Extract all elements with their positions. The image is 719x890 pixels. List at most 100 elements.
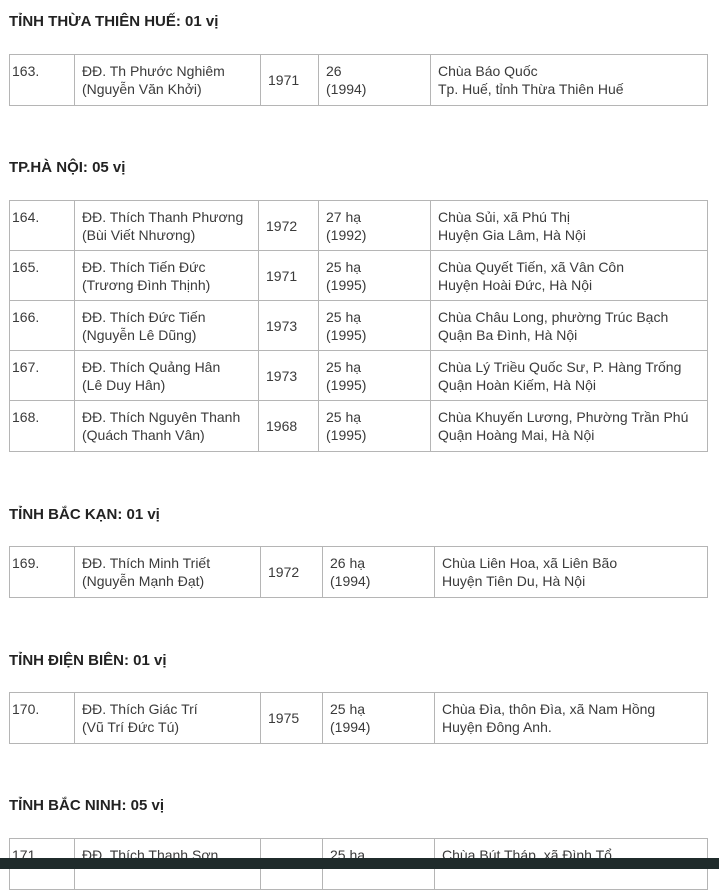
table-cell: 1971 <box>261 55 319 105</box>
table-cell: 27 hạ (1992) <box>319 201 431 250</box>
cell-text: ĐĐ. Thích Giác Trí <box>82 701 198 717</box>
cell-text: (1995) <box>326 377 367 393</box>
cell-text: 1973 <box>266 317 298 334</box>
cell-text: Chùa Khuyến Lương, Phường Trần Phú <box>438 409 689 425</box>
table-cell: Chùa Khuyến Lương, Phường Trần Phú Quận H… <box>431 401 709 451</box>
cell-text: Chùa Quyết Tiến, xã Vân Côn <box>438 259 624 275</box>
table-row: 163. ĐĐ. Th Phước Nghiêm (Nguyễn Văn Khởi)… <box>10 55 707 105</box>
section-heading: TỈNH ĐIỆN BIÊN: 01 vị <box>9 652 167 669</box>
table-row: 165. ĐĐ. Thích Tiến Đức (Trương Đình Thịnh… <box>10 251 707 301</box>
table-cell: 1968 <box>259 401 319 451</box>
table-row: 164. ĐĐ. Thích Thanh Phương (Bùi Viết Nhươ… <box>10 201 707 251</box>
cell-text: 163. <box>12 63 40 79</box>
table-cell: 1972 <box>261 547 323 597</box>
table: 170. ĐĐ. Thích Giác Trí (Vũ Trí Đức Tú) 197… <box>9 692 708 744</box>
cell-text: 165. <box>12 259 40 275</box>
table-cell: 25 hạ (1994) <box>323 693 435 743</box>
cell-text: 1972 <box>268 564 300 580</box>
table-cell: ĐĐ. Thích Tiến Đức (Trương Đình Thịnh) <box>75 251 259 300</box>
cell-text: (Lê Duy Hân) <box>82 377 166 393</box>
cell-text: (Bùi Viết Nhương) <box>82 227 196 243</box>
table-cell: ĐĐ. Th Phước Nghiêm (Nguyễn Văn Khởi) <box>75 55 261 105</box>
table-row: 170. ĐĐ. Thích Giác Trí (Vũ Trí Đức Tú) 197… <box>10 693 707 743</box>
cell-text: 168. <box>12 409 40 425</box>
table-cell: 163. <box>10 55 75 105</box>
table: 169. ĐĐ. Thích Minh Triết (Nguyễn Mạnh Đạt… <box>9 546 708 598</box>
table-row: 167. ĐĐ. Thích Quảng Hân (Lê Duy Hân) 1973 2… <box>10 351 707 401</box>
table-cell: ĐĐ. Thích Nguyên Thanh (Quách Thanh Vân) <box>75 401 259 451</box>
cell-text: ĐĐ. Th Phước Nghiêm <box>82 63 225 79</box>
cell-text: 25 hạ <box>330 701 366 717</box>
cell-text: 25 hạ <box>326 259 362 275</box>
cell-text: 169. <box>12 555 40 571</box>
table-row: 168. ĐĐ. Thích Nguyên Thanh (Quách Thanh V… <box>10 401 707 451</box>
table-cell: 1971 <box>259 251 319 300</box>
cell-text: Chùa Liên Hoa, xã Liên Bão <box>442 555 618 571</box>
cell-text: Quận Hoàng Mai, Hà Nội <box>438 427 595 443</box>
cell-text: 170. <box>12 701 40 717</box>
table-cell: Chùa Sủi, xã Phú Thị Huyện Gia Lâm, Hà Nộ… <box>431 201 709 250</box>
table-cell: 25 hạ (1995) <box>319 401 431 451</box>
table-cell: 169. <box>10 547 75 597</box>
section-heading: TP.HÀ NỘI: 05 vị <box>9 159 126 176</box>
cell-text: Tp. Huế, tỉnh Thừa Thiên Huế <box>438 81 624 97</box>
cell-text: 25 hạ <box>326 409 362 425</box>
cell-text: (1995) <box>326 277 367 293</box>
cell-text: 164. <box>12 209 40 225</box>
table-cell: 167. <box>10 351 75 400</box>
cell-text: 26 hạ <box>330 555 366 571</box>
cell-text: 1973 <box>266 367 298 384</box>
cell-text: (1995) <box>326 327 367 343</box>
table-cell: 1973 <box>259 351 319 400</box>
table-cell: ĐĐ. Thích Minh Triết (Nguyễn Mạnh Đạt) <box>75 547 261 597</box>
cell-text: 166. <box>12 309 40 325</box>
table-cell: ĐĐ. Thích Thanh Phương (Bùi Viết Nhương) <box>75 201 259 250</box>
cell-text: (Nguyễn Lê Dũng) <box>82 327 197 343</box>
cell-text: ĐĐ. Thích Tiến Đức <box>82 259 206 275</box>
cell-text: (Nguyễn Văn Khởi) <box>82 81 202 97</box>
cell-text: ĐĐ. Thích Thanh Phương <box>82 209 244 225</box>
cell-text: ĐĐ. Thích Quảng Hân <box>82 359 221 375</box>
table-cell: ĐĐ. Thích Quảng Hân (Lê Duy Hân) <box>75 351 259 400</box>
cell-text: 1971 <box>268 72 300 88</box>
cell-text: 27 hạ <box>326 209 362 225</box>
table-cell: 25 hạ (1995) <box>319 301 431 350</box>
cell-text: Huyện Đông Anh. <box>442 719 552 735</box>
table-cell: 1975 <box>261 693 323 743</box>
table-cell: ĐĐ. Thích Giác Trí (Vũ Trí Đức Tú) <box>75 693 261 743</box>
cell-text: Chùa Đìa, thôn Đìa, xã Nam Hồng <box>442 701 656 717</box>
cell-text: 1975 <box>268 710 300 726</box>
cell-text: 26 <box>326 63 342 79</box>
cell-text: ĐĐ. Thích Minh Triết <box>82 555 211 571</box>
cell-text: (1994) <box>330 719 371 735</box>
cell-text: (Quách Thanh Vân) <box>82 427 205 443</box>
table-cell: ĐĐ. Thích Đức Tiến (Nguyễn Lê Dũng) <box>75 301 259 350</box>
table-cell: 164. <box>10 201 75 250</box>
table-cell: Chùa Quyết Tiến, xã Vân Côn Huyện Hoài Đứ… <box>431 251 709 300</box>
bottom-bar <box>0 858 719 869</box>
table-cell: 165. <box>10 251 75 300</box>
cell-text: 25 hạ <box>326 359 362 375</box>
cell-text: Quận Hoàn Kiếm, Hà Nội <box>438 377 596 393</box>
table-cell: 1973 <box>259 301 319 350</box>
table-cell: 25 hạ (1995) <box>319 351 431 400</box>
table-cell: 166. <box>10 301 75 350</box>
cell-text: (Trương Đình Thịnh) <box>82 277 211 293</box>
page: html, body { margin: 0; padding: 0; } bo… <box>0 13 719 890</box>
cell-text: Quận Ba Đình, Hà Nội <box>438 327 578 343</box>
table-cell: Chùa Báo Quốc Tp. Huế, tỉnh Thừa Thiên Hu… <box>431 55 709 105</box>
section-heading: TỈNH BẮC NINH: 05 vị <box>9 797 165 814</box>
cell-text: Huyện Tiên Du, Hà Nội <box>442 573 586 589</box>
cell-text: (Vũ Trí Đức Tú) <box>82 719 180 735</box>
table-cell: 168. <box>10 401 75 451</box>
cell-text: Huyện Gia Lâm, Hà Nội <box>438 227 586 243</box>
table-cell: 26 hạ (1994) <box>323 547 435 597</box>
table-cell: 26 (1994) <box>319 55 431 105</box>
section-heading: TỈNH BẮC KẠN: 01 vị <box>9 506 160 523</box>
cell-text: Chùa Báo Quốc <box>438 63 538 79</box>
table: 163. ĐĐ. Th Phước Nghiêm (Nguyễn Văn Khởi)… <box>9 54 708 106</box>
cell-text: ĐĐ. Thích Nguyên Thanh <box>82 409 241 425</box>
table-cell: Chùa Liên Hoa, xã Liên Bão Huyện Tiên Du,… <box>435 547 709 597</box>
document: {"sections": [ {"title": "TỈNH THỪA THIÊ… <box>0 13 719 890</box>
table-row: 169. ĐĐ. Thích Minh Triết (Nguyễn Mạnh Đạt… <box>10 547 707 597</box>
